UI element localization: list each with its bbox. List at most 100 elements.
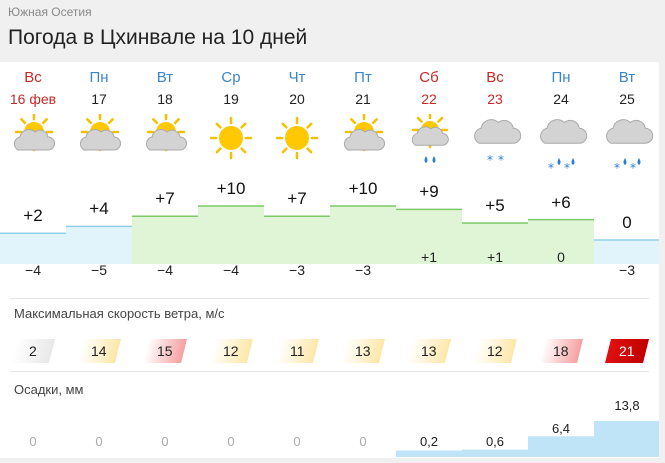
temperature-band <box>528 219 594 264</box>
wind-speed-value: 21 <box>619 343 635 359</box>
day-of-week: Вс <box>486 69 504 86</box>
svg-text:*: * <box>564 161 570 175</box>
day-date: 16 фев <box>9 91 57 107</box>
max-temperature: 0 <box>622 213 632 232</box>
min-temperature: −4 <box>157 262 173 278</box>
day-date: 22 <box>421 91 437 107</box>
wind-speed-badge: 21 <box>605 339 649 363</box>
cloud-shape <box>474 119 522 144</box>
min-temperature: −3 <box>355 262 371 278</box>
precipitation-value: 6,4 <box>551 421 571 436</box>
wind-speed-badge: 12 <box>209 339 253 363</box>
precipitation-value: 0 <box>293 434 301 449</box>
day-of-week: Пн <box>551 69 571 86</box>
wind-speed-badge: 13 <box>341 339 385 363</box>
wind-speed-badge: 15 <box>143 339 187 363</box>
svg-text:*: * <box>614 161 620 175</box>
day-of-week: Вс <box>24 69 42 86</box>
page-title: Погода в Цхинвале на 10 дней <box>8 26 308 49</box>
sun-cloud-icon <box>13 114 55 152</box>
breadcrumb[interactable]: Южная Осетия <box>8 5 92 19</box>
precipitation-value: 0 <box>29 434 37 449</box>
cloud-shape <box>606 119 654 144</box>
svg-text:*: * <box>498 153 504 167</box>
temperature-band <box>66 226 132 264</box>
wind-speed-badge: 13 <box>407 339 451 363</box>
min-temperature: +1 <box>487 249 503 265</box>
snow-drops: * * <box>487 153 504 167</box>
wind-speed-value: 15 <box>157 343 173 359</box>
day-of-week: Ср <box>221 69 241 86</box>
cloud-shape <box>145 129 187 151</box>
wind-speed-badge: 11 <box>275 339 319 363</box>
divider <box>10 298 649 299</box>
max-temperature: +9 <box>419 182 439 202</box>
max-temperature: +4 <box>89 199 109 219</box>
wind-speed-badge: 14 <box>77 339 121 363</box>
day-of-week: Пн <box>89 69 109 86</box>
rain-drops <box>424 156 436 163</box>
wind-speed-value: 12 <box>487 343 503 359</box>
min-temperature: −5 <box>91 262 107 278</box>
wind-speed-value: 14 <box>91 343 107 359</box>
min-temperature: −4 <box>223 262 239 278</box>
wind-speed-value: 13 <box>355 343 371 359</box>
temperature-band <box>462 223 528 264</box>
day-date: 19 <box>223 91 239 107</box>
max-temperature: +2 <box>23 206 43 226</box>
temperature-band <box>594 240 659 264</box>
sun-cloud-icon <box>343 114 385 152</box>
precipitation-value: 0 <box>359 434 367 449</box>
precip-section-label: Осадки, мм <box>14 382 84 397</box>
max-temperature: +7 <box>155 189 175 209</box>
wind-speed-badge: 12 <box>473 339 517 363</box>
precipitation-bar <box>594 421 659 457</box>
wind-speed-value: 11 <box>289 343 305 359</box>
day-date: 18 <box>157 91 173 107</box>
day-date: 21 <box>355 91 371 107</box>
precipitation-bar <box>528 436 594 457</box>
temperature-band <box>0 233 66 264</box>
min-temperature: +1 <box>421 249 437 265</box>
precipitation-value: 0 <box>161 434 169 449</box>
day-of-week: Пт <box>354 69 372 86</box>
wind-speed-value: 13 <box>421 343 437 359</box>
temperature-band <box>132 216 198 264</box>
precipitation-value: 0 <box>95 434 103 449</box>
min-temperature: −3 <box>289 262 305 278</box>
mix-drops: * * <box>614 158 641 175</box>
cloud-shape <box>13 129 55 151</box>
max-temperature: +10 <box>348 179 378 198</box>
precipitation-value: 13,8 <box>614 398 640 413</box>
precipitation-value: 0 <box>227 434 235 449</box>
day-of-week: Сб <box>419 69 439 86</box>
wind-speed-badge: 18 <box>539 339 583 363</box>
cloud-rain-snow-icon: * * <box>540 119 588 175</box>
svg-text:*: * <box>548 161 554 175</box>
cloud-shape <box>343 129 385 151</box>
max-temperature: +10 <box>216 179 246 198</box>
forecast-card: Вс 16 фев +2 −4 2 0 Пн 17 +4 −5 14 0 Вт 18 +7 −4 15 0 Ср 19… <box>0 62 659 458</box>
min-temperature: 0 <box>557 249 565 265</box>
temperature-band <box>264 216 330 264</box>
precipitation-bar <box>396 450 462 457</box>
temperature-band <box>198 206 264 264</box>
precipitation-value: 0,6 <box>485 434 505 449</box>
svg-text:*: * <box>487 153 493 167</box>
day-of-week: Чт <box>288 69 306 86</box>
sun-shape <box>275 116 319 160</box>
precipitation-bar <box>462 449 528 457</box>
sun-icon <box>275 116 319 160</box>
svg-text:*: * <box>630 161 636 175</box>
sun-cloud-icon <box>79 114 121 152</box>
wind-speed-value: 2 <box>29 343 37 359</box>
sun-icon <box>209 116 253 160</box>
day-date: 20 <box>289 91 305 107</box>
max-temperature: +5 <box>485 196 505 215</box>
day-date: 17 <box>91 91 107 107</box>
temperature-band <box>396 209 462 264</box>
max-temperature: +7 <box>287 189 307 209</box>
day-of-week: Вт <box>618 69 636 86</box>
day-date: 25 <box>619 91 635 107</box>
divider <box>10 371 649 372</box>
